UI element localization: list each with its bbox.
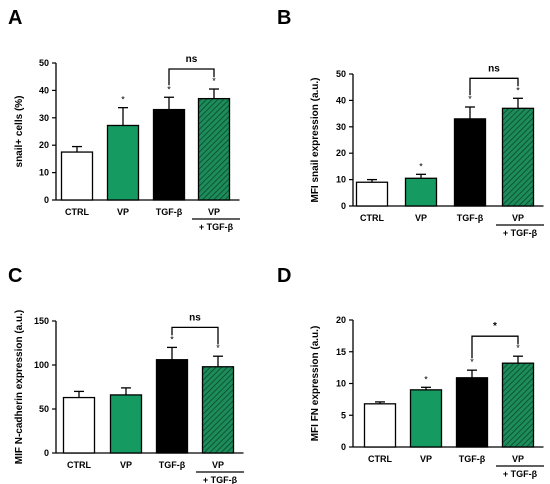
- y-tick-label: 150: [34, 316, 49, 326]
- category-label: CTRL: [368, 454, 392, 464]
- comparison-label: *: [493, 321, 497, 332]
- y-tick-label: 30: [336, 122, 346, 132]
- category-label: VP: [420, 454, 432, 464]
- category-sublabel: + TGF-β: [199, 222, 234, 232]
- y-tick-label: 40: [39, 85, 49, 95]
- category-sublabel: + TGF-β: [503, 228, 538, 238]
- y-tick-label: 50: [39, 58, 49, 68]
- comparison-bracket: [171, 326, 219, 345]
- panel-A: A 0 10 20 30 40 50 snail+ cells (%) CTRL * VP * TGF-…: [8, 7, 240, 232]
- category-label: CTRL: [65, 207, 89, 217]
- y-tick-label: 0: [44, 448, 49, 458]
- panel-C: C 0 50 100 150 MIF N-cadherin expression (a.u…: [8, 265, 244, 484]
- y-tick-label: 20: [336, 315, 346, 325]
- bar-tgf: [453, 118, 487, 207]
- y-tick-label: 0: [44, 195, 49, 205]
- comparison-label: ns: [189, 312, 201, 323]
- category-label: TGF-β: [457, 213, 484, 223]
- comparison-bracket: [469, 77, 519, 95]
- category-sublabel: + TGF-β: [203, 475, 238, 484]
- category-label: VP: [415, 213, 427, 223]
- category-label: CTRL: [67, 460, 91, 470]
- bar-vp: [109, 394, 143, 454]
- category-label: TGF-β: [459, 454, 486, 464]
- y-tick-label: 20: [336, 148, 346, 158]
- bar-tgf: [455, 377, 489, 448]
- category-label: VP: [208, 207, 220, 217]
- significance-mark: *: [470, 357, 474, 367]
- y-tick-label: 10: [336, 175, 346, 185]
- bar-vp-tgf: [201, 366, 235, 454]
- category-label: VP: [512, 454, 524, 464]
- y-tick-label: 40: [336, 95, 346, 105]
- y-axis-label: snail+ cells (%): [14, 96, 25, 168]
- y-tick-label: 15: [336, 347, 346, 357]
- comparison-label: ns: [186, 54, 198, 65]
- significance-mark: *: [516, 343, 520, 353]
- y-axis-label: MFI FN expression (a.u.): [310, 326, 321, 442]
- y-tick-label: 0: [341, 201, 346, 211]
- y-tick-label: 0: [341, 442, 346, 452]
- category-label: VP: [512, 213, 524, 223]
- y-tick-label: 100: [34, 360, 49, 370]
- comparison-label: ns: [488, 63, 500, 74]
- panel-D: D 0 5 10 15 20 MFI FN expression (a.u.) CTRL * VP…: [277, 265, 544, 479]
- comparison-bracket: [471, 335, 519, 359]
- y-tick-label: 30: [39, 113, 49, 123]
- category-label: VP: [212, 460, 224, 470]
- y-tick-label: 50: [336, 69, 346, 79]
- panel-B: B 0 10 20 30 40 50 MFI snail expression (a.u.) C…: [277, 7, 544, 238]
- bar-vp-tgf: [197, 97, 231, 201]
- significance-mark: *: [216, 343, 220, 353]
- y-axis-label: MIF N-cadherin expression (a.u.): [14, 310, 25, 464]
- significance-mark: *: [424, 374, 428, 384]
- bar-tgf: [155, 359, 189, 454]
- category-label: CTRL: [360, 213, 384, 223]
- category-label: VP: [117, 207, 129, 217]
- panel-letter: A: [8, 7, 22, 29]
- category-label: TGF-β: [159, 460, 186, 470]
- panel-letter: C: [8, 265, 22, 287]
- panel-letter: D: [277, 265, 291, 287]
- y-tick-label: 20: [39, 140, 49, 150]
- significance-mark: *: [170, 334, 174, 344]
- significance-mark: *: [419, 161, 423, 171]
- bar-vp-tgf: [501, 107, 535, 207]
- category-sublabel: + TGF-β: [503, 469, 538, 479]
- comparison-bracket: [168, 68, 215, 86]
- bar-vp-tgf: [501, 362, 535, 448]
- bar-ctrl: [363, 403, 397, 448]
- bar-ctrl: [60, 151, 94, 201]
- panel-letter: B: [277, 7, 291, 29]
- y-tick-label: 5: [341, 410, 346, 420]
- significance-mark: *: [167, 84, 171, 94]
- category-label: TGF-β: [156, 207, 183, 217]
- bar-tgf: [152, 108, 186, 201]
- significance-mark: *: [121, 95, 125, 105]
- significance-mark: *: [468, 94, 472, 104]
- y-axis-label: MFI snail expression (a.u.): [310, 77, 321, 202]
- bar-ctrl: [355, 181, 389, 207]
- bar-vp: [106, 124, 140, 201]
- significance-mark: *: [516, 85, 520, 95]
- y-tick-label: 10: [336, 379, 346, 389]
- bar-vp: [404, 177, 438, 207]
- y-tick-label: 50: [39, 404, 49, 414]
- y-tick-label: 10: [39, 168, 49, 178]
- bar-ctrl: [62, 396, 96, 454]
- category-label: VP: [120, 460, 132, 470]
- bar-vp: [409, 389, 443, 448]
- significance-mark: *: [212, 76, 216, 86]
